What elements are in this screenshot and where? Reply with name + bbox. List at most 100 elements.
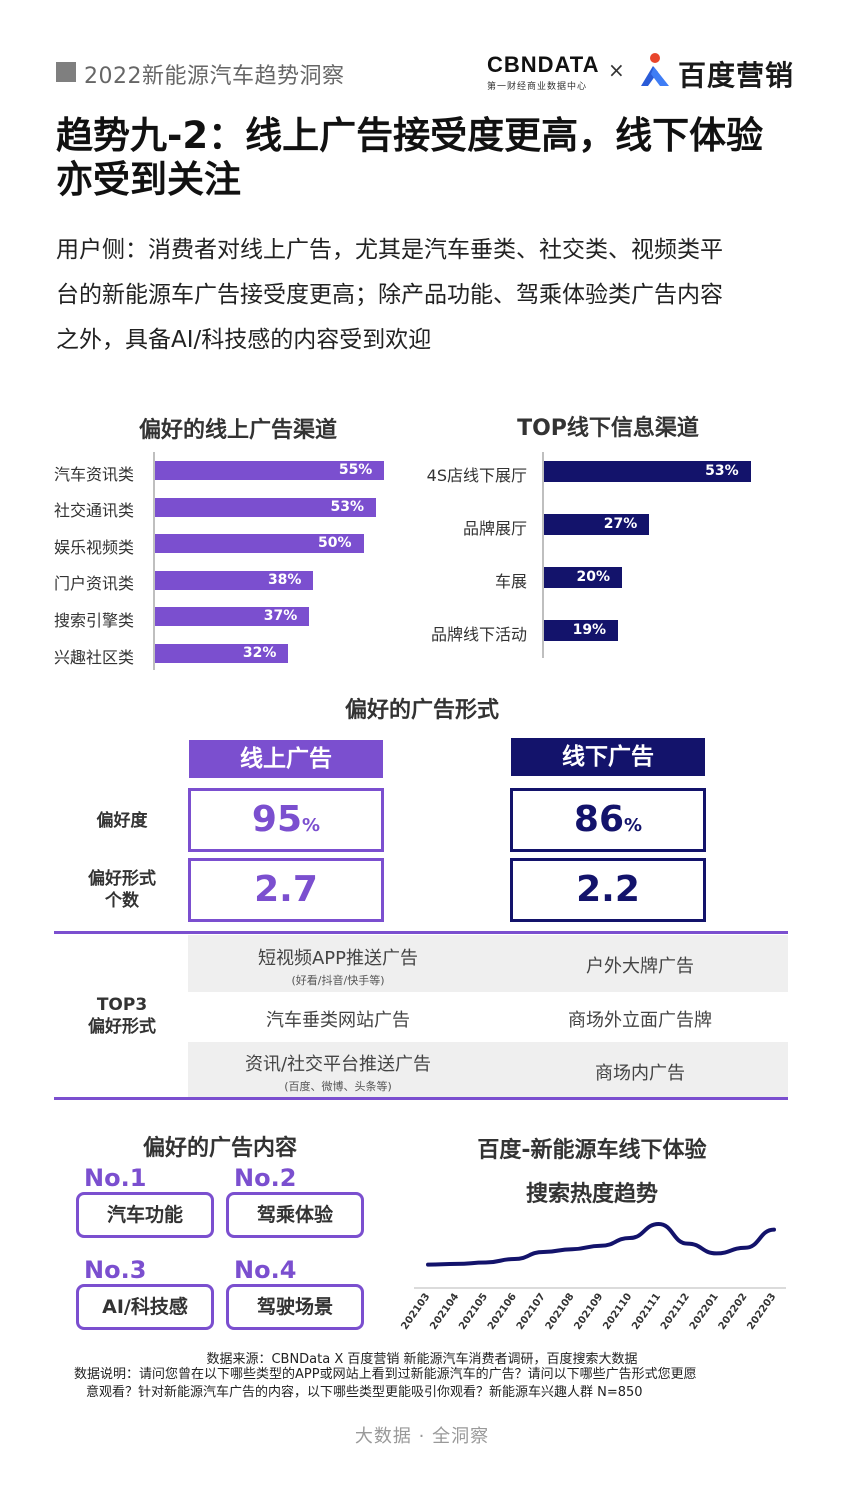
online-channel-bar-value-label: 50%: [317, 535, 352, 552]
online-channel-bar: 32%: [155, 644, 289, 663]
online-channel-chart-title: 偏好的线上广告渠道: [138, 418, 337, 443]
online-channel-category-label: 兴趣社区类: [54, 647, 135, 667]
online-channel-category-label: 搜索引擎类: [54, 610, 135, 630]
online-channel-chart: 汽车资讯类 55% 社交通讯类 53% 娱乐视频类 50% 门户资讯类 38% 搜索引擎类 37%…: [0, 0, 844, 667]
online-channel-bar: 55%: [155, 461, 385, 480]
intro-line-1: 用户侧：消费者对线上广告，尤其是汽车垂类、社交类、视频类平: [56, 237, 723, 263]
trend-chart-title-line-2: 搜索热度趋势: [525, 1182, 658, 1207]
footer-note-line-1: 数据说明：请问您曾在以下哪些类型的APP或网站上看到过新能源汽车的广告？请问以下…: [74, 1367, 697, 1382]
header-square-icon: [56, 62, 76, 82]
top3-offline-3: 商场内广告: [595, 1063, 685, 1084]
trend-chart-title-line-1: 百度-新能源车线下体验: [477, 1138, 707, 1163]
top3-online-2: 汽车垂类网站广告: [188, 1006, 488, 1032]
rank-4-box: 驾驶场景: [226, 1284, 364, 1330]
offline-channel-chart: 4S店线下展厅 53% 品牌展厅 27% 车展 20% 品牌线下活动 19%: [0, 0, 844, 644]
page-title-line-1: 趋势九-2：线上广告接受度更高，线下体验: [56, 114, 764, 157]
top3-online-3-sub: (百度、微博、头条等): [284, 1080, 392, 1093]
offline-preference-box: 86%: [510, 788, 706, 852]
cbndata-logo-subtitle: 第一财经商业数据中心: [487, 82, 588, 92]
offline-ad-header: 线下广告: [511, 738, 705, 776]
rank-3-label: No.3: [84, 1256, 147, 1284]
top3-online-1-sub: (好看/抖音/快手等): [291, 974, 385, 987]
footer-tagline: 大数据 · 全洞察: [354, 1426, 490, 1447]
top3-top-divider: [54, 931, 788, 934]
online-channel-category-label: 社交通讯类: [54, 501, 135, 521]
online-preference-box: 95%: [188, 788, 384, 852]
rank-1-box: 汽车功能: [76, 1192, 214, 1238]
footer-note: 数据说明：请问您曾在以下哪些类型的APP或网站上看到过新能源汽车的广告？请问以下…: [74, 1366, 774, 1402]
footer-source: 数据来源：CBNData X 百度营销 新能源汽车消费者调研，百度搜索大数据: [206, 1352, 638, 1367]
top3-label: TOP3 偏好形式: [62, 994, 182, 1038]
online-channel-axis: [153, 452, 155, 670]
count-row-label-line-1: 偏好形式: [88, 869, 156, 889]
online-ad-header: 线上广告: [189, 740, 383, 778]
online-channel-bar-value-label: 53%: [330, 498, 364, 515]
top3-offline-1: 户外大牌广告: [586, 956, 694, 977]
online-count-box: 2.7: [188, 858, 384, 922]
top3-online-2-name: 汽车垂类网站广告: [266, 1010, 410, 1031]
top3-bottom-divider: [54, 1097, 788, 1100]
baidu-marketing-logo-icon: [641, 53, 669, 86]
online-channel-bar: 38%: [155, 570, 314, 590]
online-channel-bar: 37%: [155, 607, 310, 627]
offline-channel-bar-value-label: 19%: [572, 622, 607, 638]
offline-channel-bar: 20%: [544, 567, 622, 588]
rank-3-box: AI/科技感: [76, 1284, 214, 1330]
online-channel-category-label: 门户资讯类: [54, 574, 135, 594]
online-channel-category-label: 娱乐视频类: [54, 537, 135, 557]
offline-channel-category-label: 车展: [494, 571, 527, 591]
top3-online-3: 资讯/社交平台推送广告 (百度、微博、头条等): [188, 1050, 488, 1094]
offline-channel-bar: 27%: [544, 514, 650, 535]
count-row-label-line-2: 个数: [105, 891, 139, 911]
ad-content-title: 偏好的广告内容: [142, 1136, 297, 1161]
count-row-label: 偏好形式 个数: [62, 868, 182, 912]
top3-offline-2: 商场外立面广告牌: [568, 1010, 712, 1031]
offline-channel-bar-value-label: 27%: [603, 516, 638, 532]
ad-form-title: 偏好的广告形式: [344, 698, 499, 723]
top3-online-1: 短视频APP推送广告 (好看/抖音/快手等): [188, 944, 488, 988]
offline-channel-bar: 19%: [544, 620, 619, 641]
offline-channel-bar-value-label: 20%: [576, 569, 610, 585]
offline-count-value: 2.2: [576, 869, 640, 910]
logo-separator: ×: [608, 58, 625, 82]
intro-text: 用户侧：消费者对线上广告，尤其是汽车垂类、社交类、视频类平 台的新能源车广告接受…: [56, 228, 800, 363]
rank-2-label: No.2: [234, 1164, 297, 1192]
online-channel-category-label: 汽车资讯类: [54, 464, 135, 484]
top3-row-1-bg: [188, 935, 788, 992]
page-title: 趋势九-2：线上广告接受度更高，线下体验 亦受到关注: [56, 114, 816, 202]
report-title: 2022新能源汽车趋势洞察: [84, 64, 345, 89]
top3-label-line-1: TOP3: [96, 995, 148, 1015]
online-preference-unit: %: [302, 815, 321, 836]
online-channel-bar-value-label: 37%: [263, 608, 298, 625]
cbndata-logo: CBNDATA: [487, 52, 600, 77]
footer-note-line-2: 意观看？针对新能源汽车广告的内容，以下哪些类型更能吸引你观看？新能源车兴趣人群 …: [86, 1385, 643, 1400]
trend-x-tick-label: 202203: [746, 1291, 779, 1332]
page-title-line-2: 亦受到关注: [56, 158, 241, 201]
online-preference-value: 95: [251, 799, 303, 840]
offline-channel-chart-title: TOP线下信息渠道: [517, 416, 699, 441]
baidu-marketing-logo: 百度营销: [678, 59, 795, 92]
offline-channel-category-label: 品牌展厅: [462, 518, 527, 538]
online-channel-bar-value-label: 38%: [267, 571, 302, 588]
top3-online-3-name: 资讯/社交平台推送广告: [244, 1054, 432, 1075]
rank-2-box: 驾乘体验: [226, 1192, 364, 1238]
top3-label-line-2: 偏好形式: [88, 1017, 156, 1037]
offline-channel-category-label: 品牌线下活动: [430, 624, 527, 644]
preference-row-label: 偏好度: [96, 811, 148, 831]
offline-preference-unit: %: [624, 815, 643, 836]
online-channel-bar-value-label: 32%: [242, 645, 277, 661]
rank-1-label: No.1: [84, 1164, 147, 1192]
offline-channel-axis: [542, 452, 544, 658]
offline-channel-bar: 53%: [544, 461, 751, 482]
rank-4-label: No.4: [234, 1256, 297, 1284]
offline-preference-value: 86: [573, 799, 625, 840]
trend-line: [426, 1221, 776, 1267]
online-channel-bar: 53%: [155, 497, 376, 517]
intro-line-2: 台的新能源车广告接受度更高；除产品功能、驾乘体验类广告内容: [56, 282, 723, 308]
online-channel-bar-value-label: 55%: [338, 462, 373, 478]
trend-chart: 2021032021042021052021062021072021082021…: [400, 1221, 786, 1332]
online-count-value: 2.7: [254, 869, 318, 910]
top3-row-3-bg: [188, 1042, 788, 1097]
online-channel-bar: 50%: [155, 534, 364, 554]
offline-channel-bar-value-label: 53%: [705, 463, 739, 479]
